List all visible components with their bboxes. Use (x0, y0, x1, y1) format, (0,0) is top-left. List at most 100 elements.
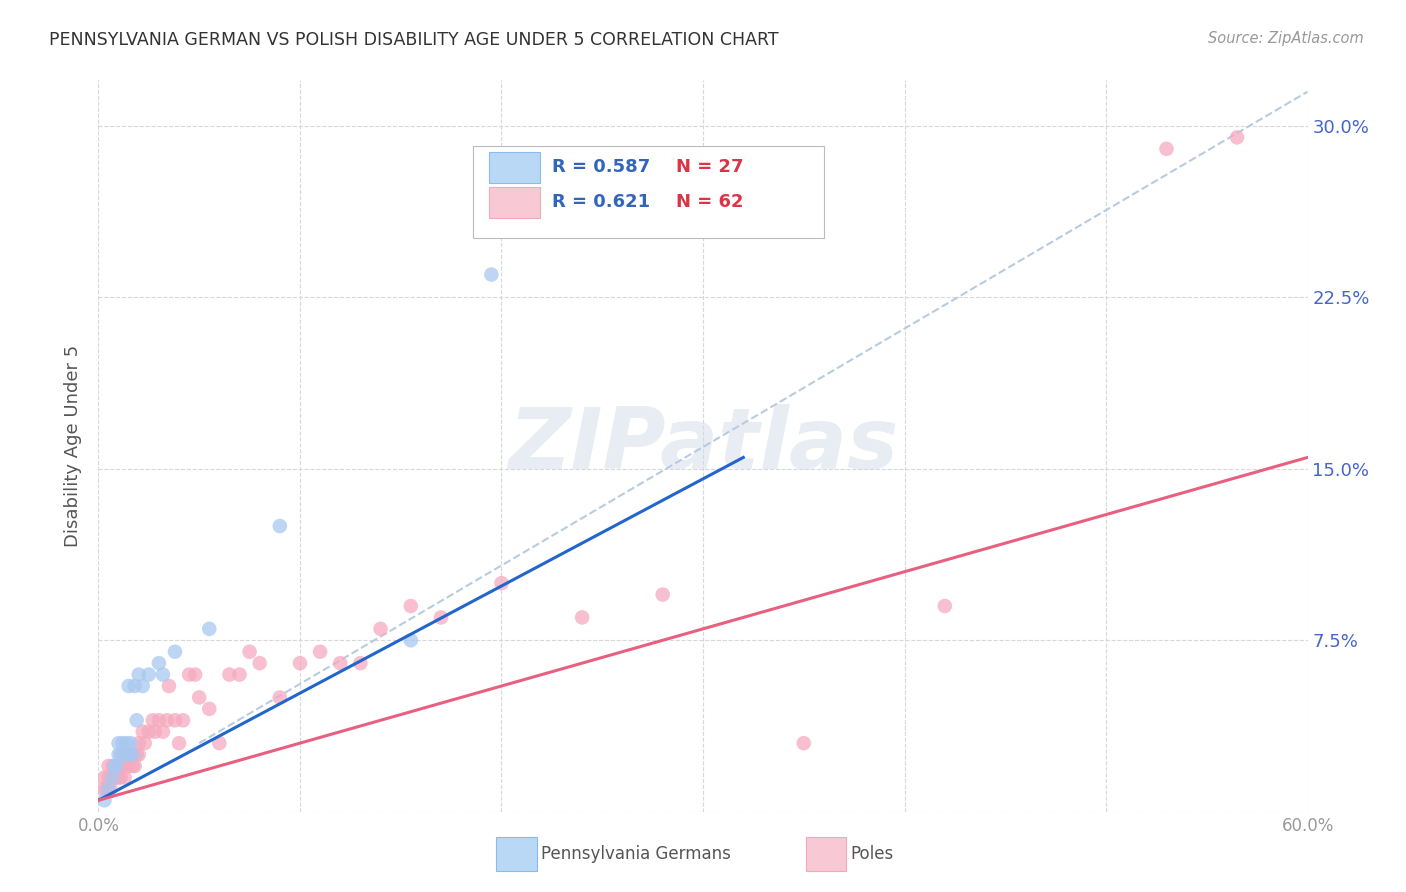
Point (125, 747, 148, 762)
Point (218, 667, 240, 681)
Point (118, 759, 141, 773)
Point (208, 736, 231, 750)
Text: Pennsylvania Germans: Pennsylvania Germans (541, 845, 731, 863)
Point (152, 667, 174, 681)
Point (138, 724, 160, 739)
Point (114, 771, 136, 785)
Point (107, 771, 129, 785)
Text: Source: ZipAtlas.com: Source: ZipAtlas.com (1208, 31, 1364, 46)
Point (103, 759, 125, 773)
Point (152, 724, 174, 739)
Point (138, 667, 160, 681)
Text: ZIPatlas: ZIPatlas (508, 404, 898, 488)
Point (111, 736, 134, 750)
Point (329, 656, 352, 670)
Point (198, 622, 221, 636)
Point (163, 714, 186, 728)
Point (101, 771, 124, 785)
Point (110, 771, 132, 785)
Point (571, 610, 593, 624)
Point (103, 771, 125, 785)
Point (111, 747, 134, 762)
Point (100, 781, 122, 796)
Point (157, 679, 180, 693)
Point (934, 599, 956, 613)
Text: PENNSYLVANIA GERMAN VS POLISH DISABILITY AGE UNDER 5 CORRELATION CHART: PENNSYLVANIA GERMAN VS POLISH DISABILITY… (49, 31, 779, 49)
Point (167, 736, 190, 750)
Point (105, 771, 128, 785)
Point (399, 633, 422, 648)
Point (124, 679, 146, 693)
FancyBboxPatch shape (489, 187, 540, 218)
Point (97, 759, 120, 773)
Point (349, 656, 371, 670)
Point (93, 771, 115, 785)
Point (118, 747, 141, 762)
Point (97, 771, 120, 785)
Point (430, 610, 453, 624)
Point (198, 702, 221, 716)
Point (115, 747, 138, 762)
Point (107, 736, 129, 750)
Point (93, 793, 115, 807)
Point (481, 268, 503, 282)
Point (128, 736, 150, 750)
Point (107, 747, 129, 762)
Point (105, 759, 128, 773)
Y-axis label: Disability Age Under 5: Disability Age Under 5 (65, 345, 83, 547)
Point (114, 747, 136, 762)
Point (793, 736, 815, 750)
Point (110, 747, 132, 762)
Point (179, 667, 201, 681)
Point (120, 747, 142, 762)
Point (101, 771, 124, 785)
Point (651, 588, 673, 602)
Point (1226, 130, 1249, 145)
Point (239, 645, 262, 659)
Point (124, 759, 146, 773)
Point (96, 781, 118, 796)
Point (118, 679, 141, 693)
Point (125, 714, 148, 728)
Point (120, 736, 142, 750)
Point (91, 781, 114, 796)
Point (188, 690, 211, 705)
Point (1156, 142, 1178, 156)
Text: N = 62: N = 62 (676, 194, 744, 211)
Point (249, 656, 271, 670)
Point (269, 519, 291, 533)
Point (156, 714, 179, 728)
Point (148, 656, 170, 670)
Point (228, 667, 250, 681)
Text: N = 27: N = 27 (676, 158, 744, 177)
Point (118, 747, 141, 762)
Point (107, 759, 129, 773)
Point (128, 747, 150, 762)
Point (134, 736, 156, 750)
Point (132, 724, 155, 739)
FancyBboxPatch shape (489, 152, 540, 183)
Point (269, 690, 291, 705)
Point (288, 656, 311, 670)
Point (148, 714, 170, 728)
Point (184, 667, 207, 681)
Point (491, 576, 513, 591)
Point (142, 714, 165, 728)
Point (128, 667, 150, 681)
Text: R = 0.587: R = 0.587 (551, 158, 650, 177)
Point (114, 759, 136, 773)
Point (399, 599, 422, 613)
Point (163, 645, 186, 659)
Point (111, 759, 134, 773)
Point (132, 679, 155, 693)
Text: Poles: Poles (851, 845, 894, 863)
Point (115, 736, 138, 750)
Point (121, 759, 143, 773)
Point (309, 645, 332, 659)
Point (97, 781, 120, 796)
Point (370, 622, 392, 636)
Point (101, 759, 124, 773)
Point (172, 714, 194, 728)
Point (121, 747, 143, 762)
FancyBboxPatch shape (474, 146, 824, 237)
